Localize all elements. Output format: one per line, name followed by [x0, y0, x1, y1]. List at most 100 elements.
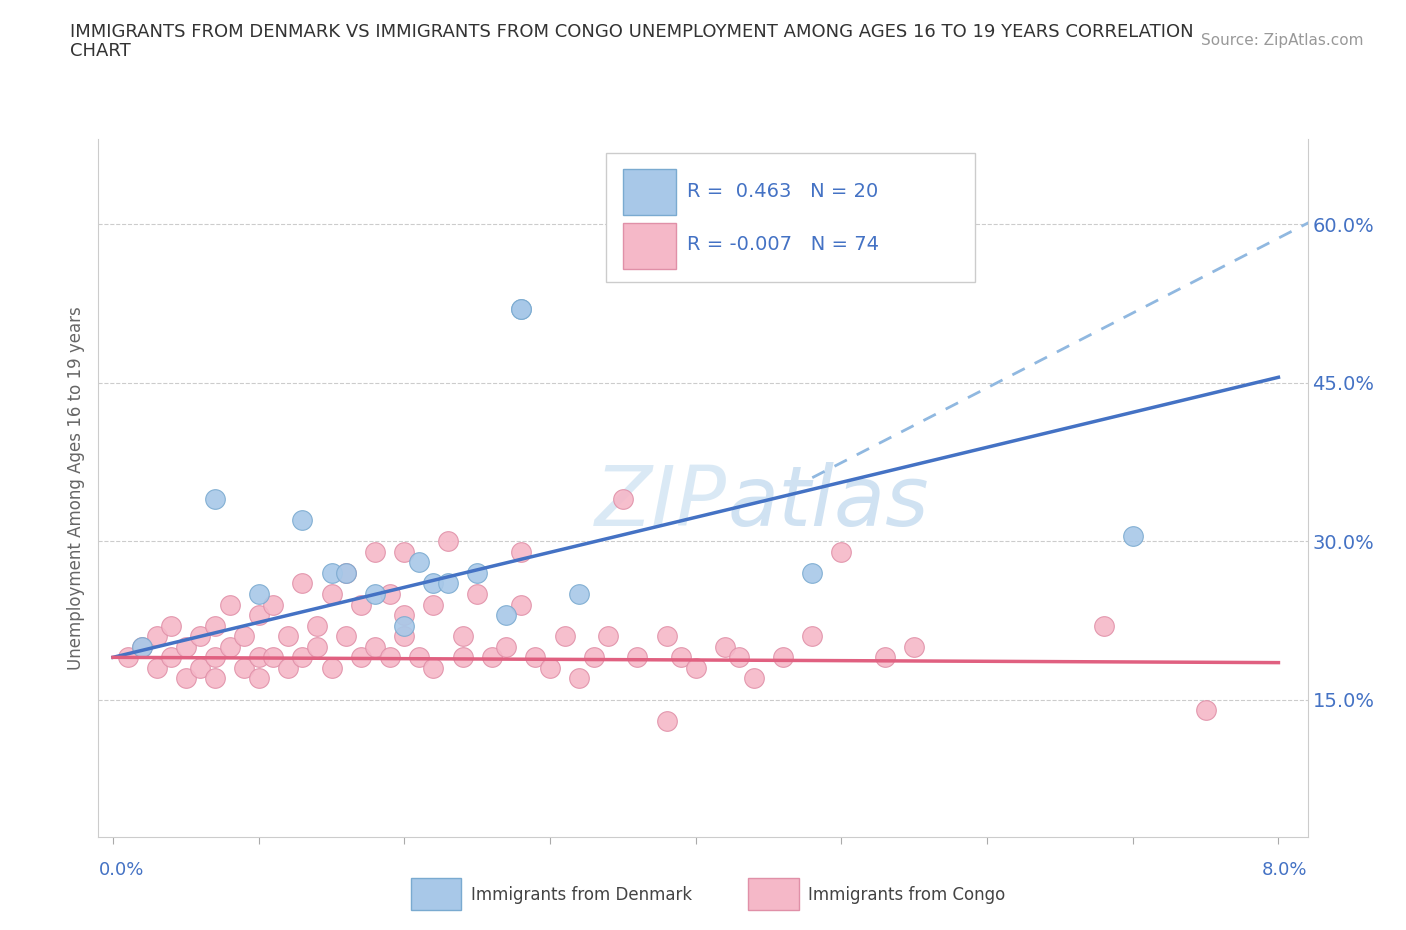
Point: [335, 565, 357, 580]
Point: [145, 629, 167, 644]
Point: [218, 639, 240, 654]
Y-axis label: Unemployment Among Ages 16 to 19 years: Unemployment Among Ages 16 to 19 years: [66, 306, 84, 671]
Point: [554, 629, 576, 644]
Point: [1194, 703, 1216, 718]
Point: [378, 650, 401, 665]
Text: atlas: atlas: [727, 461, 929, 543]
Point: [364, 544, 387, 559]
Point: [131, 639, 153, 654]
Point: [422, 660, 444, 675]
Point: [378, 587, 401, 602]
Point: [538, 660, 561, 675]
Text: Immigrants from Denmark: Immigrants from Denmark: [471, 885, 692, 904]
Point: [772, 650, 794, 665]
Point: [233, 629, 256, 644]
Point: [903, 639, 925, 654]
Text: 8.0%: 8.0%: [1263, 860, 1308, 879]
Point: [364, 639, 387, 654]
Point: [568, 587, 591, 602]
Point: [801, 565, 824, 580]
Point: [509, 301, 531, 316]
Point: [350, 597, 373, 612]
Point: [247, 671, 270, 686]
Point: [277, 629, 299, 644]
Point: [145, 660, 167, 675]
Point: [612, 491, 634, 506]
Point: [714, 639, 737, 654]
Point: [394, 618, 416, 633]
Point: [233, 660, 256, 675]
Point: [598, 629, 620, 644]
Point: [465, 587, 488, 602]
Point: [465, 565, 488, 580]
Point: [509, 301, 531, 316]
Point: [437, 534, 460, 549]
Point: [685, 660, 707, 675]
Point: [291, 512, 314, 527]
Point: [291, 650, 314, 665]
Point: [247, 587, 270, 602]
Text: Immigrants from Congo: Immigrants from Congo: [808, 885, 1005, 904]
Point: [305, 618, 328, 633]
FancyBboxPatch shape: [623, 169, 676, 215]
Point: [394, 629, 416, 644]
Point: [875, 650, 897, 665]
Point: [131, 639, 153, 654]
Point: [669, 650, 692, 665]
Text: CHART: CHART: [70, 42, 131, 60]
Point: [1092, 618, 1115, 633]
Point: [451, 650, 474, 665]
Point: [174, 639, 197, 654]
Text: ZIP: ZIP: [595, 461, 727, 543]
Point: [335, 629, 357, 644]
Point: [277, 660, 299, 675]
Point: [437, 576, 460, 591]
Point: [364, 587, 387, 602]
Point: [422, 597, 444, 612]
Point: [160, 650, 183, 665]
Point: [481, 650, 503, 665]
Point: [524, 650, 547, 665]
Point: [495, 639, 517, 654]
Point: [394, 607, 416, 622]
Point: [568, 671, 591, 686]
Point: [321, 587, 343, 602]
Point: [509, 544, 531, 559]
FancyBboxPatch shape: [606, 153, 976, 283]
Point: [830, 544, 852, 559]
Point: [190, 660, 212, 675]
Point: [305, 639, 328, 654]
FancyBboxPatch shape: [623, 222, 676, 269]
Point: [204, 618, 226, 633]
Text: R =  0.463   N = 20: R = 0.463 N = 20: [688, 181, 879, 201]
Point: [160, 618, 183, 633]
Point: [582, 650, 605, 665]
Text: 0.0%: 0.0%: [98, 860, 143, 879]
Point: [204, 650, 226, 665]
Point: [742, 671, 765, 686]
Point: [655, 713, 678, 728]
Point: [321, 660, 343, 675]
Point: [117, 650, 139, 665]
Point: [247, 607, 270, 622]
Point: [335, 565, 357, 580]
Point: [204, 671, 226, 686]
Point: [204, 491, 226, 506]
Text: IMMIGRANTS FROM DENMARK VS IMMIGRANTS FROM CONGO UNEMPLOYMENT AMONG AGES 16 TO 1: IMMIGRANTS FROM DENMARK VS IMMIGRANTS FR…: [70, 23, 1194, 41]
Point: [728, 650, 751, 665]
Point: [451, 629, 474, 644]
Point: [218, 597, 240, 612]
Point: [394, 544, 416, 559]
Point: [495, 607, 517, 622]
Point: [655, 629, 678, 644]
Text: R = -0.007   N = 74: R = -0.007 N = 74: [688, 234, 879, 254]
Point: [247, 650, 270, 665]
Point: [190, 629, 212, 644]
Point: [262, 650, 284, 665]
Point: [291, 576, 314, 591]
Point: [1122, 528, 1144, 543]
Point: [321, 565, 343, 580]
Point: [801, 629, 824, 644]
Point: [262, 597, 284, 612]
Point: [626, 650, 648, 665]
